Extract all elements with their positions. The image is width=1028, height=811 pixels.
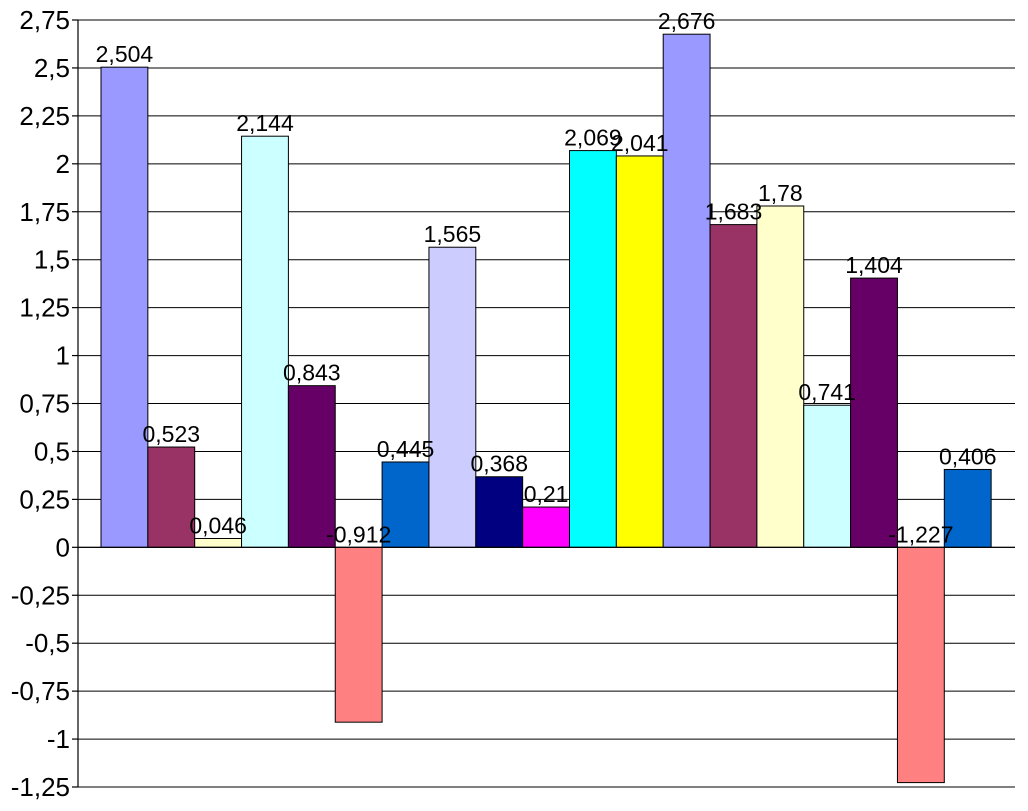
y-tick-label: 1,25 xyxy=(19,293,70,323)
y-tick-label: 0,5 xyxy=(34,436,70,466)
y-tick-label: 2 xyxy=(56,149,70,179)
data-labels: 2,504 0,523 0,046 2,144 0,843 -0,912 0,445 1,56… xyxy=(96,8,997,547)
y-tick-label: 2,25 xyxy=(19,101,70,131)
axes xyxy=(77,20,1015,787)
y-tick-label: -0,25 xyxy=(11,580,70,610)
bar xyxy=(147,446,196,548)
data-label: 2,504 xyxy=(96,41,154,67)
bar xyxy=(662,33,711,548)
data-label: 2,676 xyxy=(658,8,716,34)
data-label: 2,069 xyxy=(564,125,622,151)
bar xyxy=(428,246,477,548)
bars xyxy=(100,33,992,784)
data-label: -1,227 xyxy=(888,521,953,547)
y-tick-label: 0,25 xyxy=(19,484,70,514)
bar xyxy=(334,546,383,723)
bar xyxy=(709,224,758,548)
bar xyxy=(756,205,805,548)
bar xyxy=(850,277,898,548)
data-label: 1,404 xyxy=(845,252,903,278)
data-label: 0,368 xyxy=(470,451,528,477)
data-label: 2,041 xyxy=(611,130,669,156)
y-tick-label: 2,75 xyxy=(19,5,70,35)
bar xyxy=(100,66,149,548)
bar xyxy=(287,385,336,548)
bar xyxy=(475,476,524,548)
data-label: 1,683 xyxy=(705,199,763,225)
y-tick-label: -0,75 xyxy=(11,676,70,706)
bar xyxy=(803,404,852,548)
data-label: 2,144 xyxy=(236,110,294,136)
bar xyxy=(194,537,243,548)
data-label: 1,78 xyxy=(758,180,803,206)
y-tick-label: 0 xyxy=(56,532,70,562)
y-tick-label: -0,5 xyxy=(25,628,70,658)
bar xyxy=(615,155,664,548)
data-label: 0,741 xyxy=(798,379,856,405)
data-label: 0,21 xyxy=(524,481,569,507)
data-label: 0,843 xyxy=(283,360,341,386)
data-label: 1,565 xyxy=(424,221,482,247)
data-label: 0,406 xyxy=(939,443,997,469)
bar xyxy=(381,461,430,548)
bar xyxy=(569,150,617,548)
y-tick-label: 1,75 xyxy=(19,197,70,227)
data-label: 0,523 xyxy=(142,421,200,447)
y-tick-label: 1,5 xyxy=(34,245,70,275)
y-tick-label: -1,25 xyxy=(11,772,70,802)
y-axis-tick-labels: 2,75 2,5 2,25 2 1,75 1,5 1,25 1 0,75 0,5 0,25 0 -0,2… xyxy=(11,5,70,802)
data-label: 0,046 xyxy=(189,512,247,538)
y-tick-label: 0,75 xyxy=(19,389,70,419)
bar xyxy=(241,135,289,548)
bar xyxy=(896,546,945,784)
bar xyxy=(522,506,571,548)
y-tick-label: 1 xyxy=(56,341,70,371)
data-label: -0,912 xyxy=(326,521,391,547)
y-tick-label: 2,5 xyxy=(34,53,70,83)
data-label: 0,445 xyxy=(377,436,435,462)
y-tick-label: -1 xyxy=(47,724,70,754)
